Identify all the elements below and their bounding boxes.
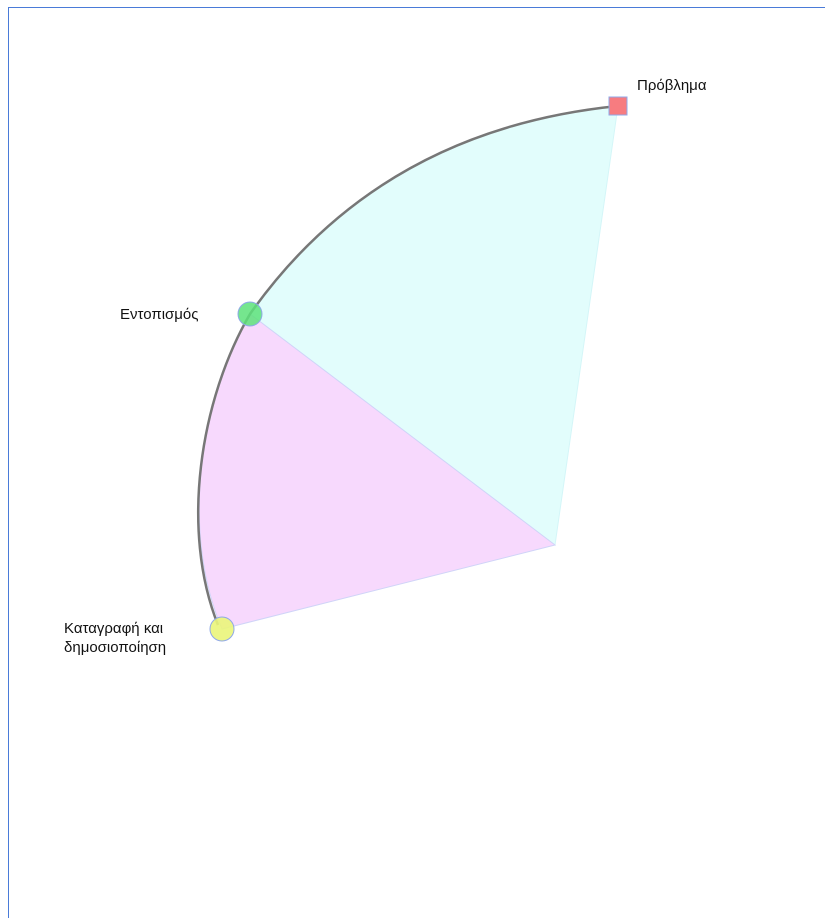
node-katagrafi [209,616,235,642]
node-label: Πρόβλημα [637,77,707,94]
node-label: Καταγραφή και δημοσιοποίηση [64,620,167,656]
frame [8,7,825,918]
node-entopismos [237,301,263,327]
node-problem [608,96,628,116]
node-label: Εντοπισμός [120,306,199,323]
